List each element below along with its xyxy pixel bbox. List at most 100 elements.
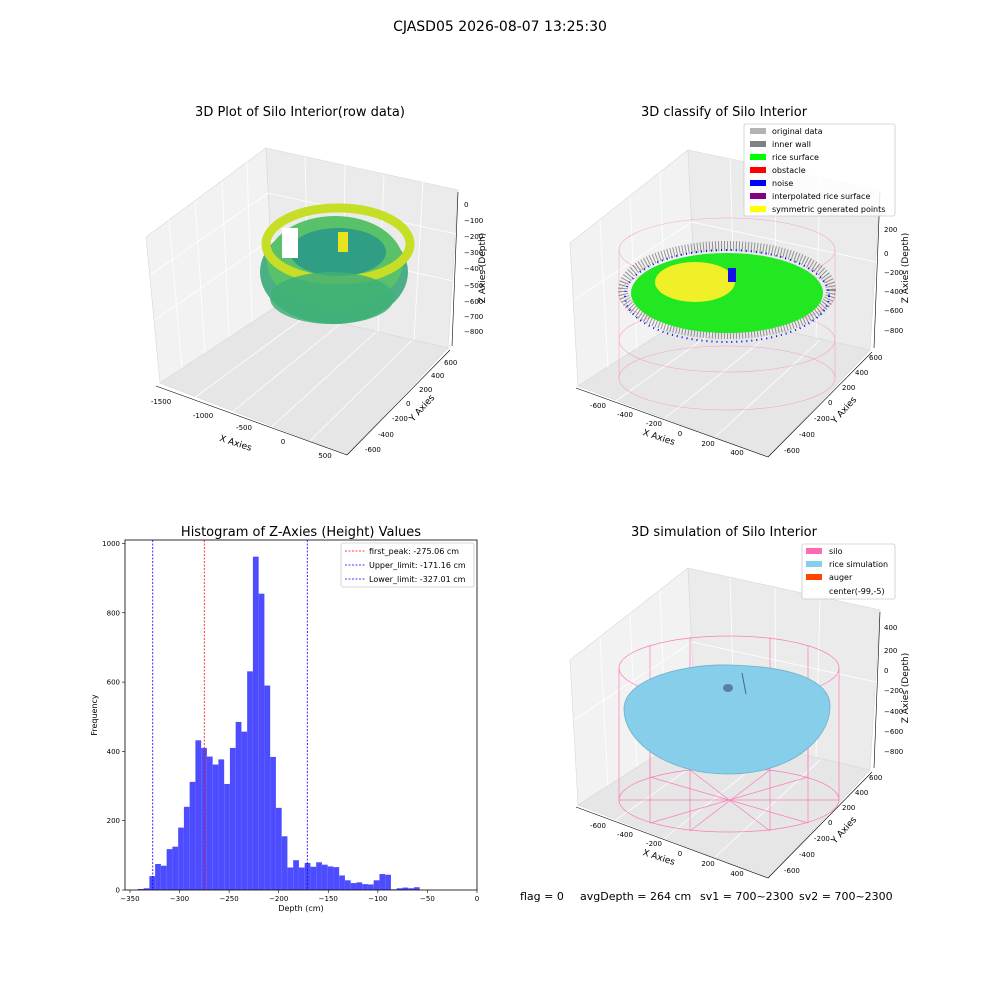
hist-bar — [350, 883, 357, 890]
sim-auger-line — [741, 672, 747, 695]
raw-z-tick: −500 — [464, 282, 483, 290]
hist-bar — [293, 860, 299, 890]
hist-bar — [270, 756, 276, 890]
hist-xticks: −350 −300 −250 −200 −150 −100 −50 0 — [120, 890, 479, 903]
hist-y-tick-label: 1000 — [102, 540, 120, 548]
hist-bar — [229, 747, 236, 890]
raw-point-cloud — [260, 203, 415, 324]
sim-z-tick: −800 — [884, 748, 903, 756]
hist-plot-area — [125, 540, 477, 890]
raw-y-tick: 400 — [431, 372, 444, 380]
hist-bar — [264, 685, 271, 890]
hist-bar — [258, 593, 265, 890]
hist-x-tick-label: −50 — [420, 895, 435, 903]
sim-grid-line — [599, 636, 609, 787]
legend-label-original-data: original data — [772, 127, 823, 136]
classify-x-label: X Axies — [641, 428, 676, 448]
hist-bar — [379, 874, 386, 890]
classify-floor-pane — [577, 310, 871, 458]
raw-x-tick: 0 — [281, 438, 285, 446]
sim-rice-surface — [623, 664, 831, 775]
classify-noise-ring — [624, 249, 830, 343]
raw-grid-line — [225, 323, 341, 418]
hist-x-tick-label: −250 — [219, 895, 238, 903]
raw-y-tick: 0 — [406, 400, 410, 408]
hist-bar — [327, 866, 334, 890]
classify-x-axis-line — [575, 387, 769, 458]
legend-swatch-noise — [750, 180, 766, 186]
classify-legend: original data inner wall rice surface ob… — [743, 123, 896, 217]
legend-label-symmetric: symmetric generated points — [772, 205, 885, 214]
classify-z-tick: −400 — [884, 288, 903, 296]
classify-x-tick: -400 — [617, 411, 633, 419]
classify-obstacle-blue — [728, 268, 736, 282]
raw-z-label: Z Axies (Depth) — [478, 233, 488, 304]
hist-y-tick-label: 0 — [116, 887, 120, 895]
classify-grid-line — [629, 196, 638, 350]
sim-y-tick: 0 — [828, 819, 832, 827]
sim-grid-line — [691, 641, 877, 683]
raw-z-axis-line — [451, 191, 459, 347]
legend-label-interpolated: interpolated rice surface — [772, 192, 870, 201]
sim-x-tick: -400 — [617, 831, 633, 839]
classify-y-tick: 600 — [869, 354, 882, 362]
hist-y-tick-label: 200 — [107, 817, 120, 825]
classify-grid-line — [711, 339, 821, 441]
raw-z-tick: −300 — [464, 249, 483, 257]
hist-legend: first_peak: -275.06 cm Upper_limit: -171… — [340, 542, 475, 588]
raw-z-tick: −700 — [464, 313, 483, 321]
legend-swatch-silo — [806, 548, 822, 554]
classify-grid-line — [691, 221, 877, 263]
raw-z-tick: −200 — [464, 233, 483, 241]
sim-x-tick: -200 — [646, 840, 662, 848]
hist-legend-label-upper: Upper_limit: -171.16 cm — [369, 561, 466, 570]
hist-bar — [155, 864, 161, 890]
classify-x-tick: -600 — [590, 402, 606, 410]
hist-y-tick-label: 600 — [107, 679, 120, 687]
raw-z-tick: −100 — [464, 217, 483, 225]
hist-bar — [212, 764, 219, 890]
hist-bars — [137, 556, 420, 890]
classify-x-tick: 0 — [678, 430, 682, 438]
classify-grid-line — [599, 219, 609, 369]
sim-rice-surface-shape — [623, 664, 831, 775]
sim-y-tick: 600 — [869, 774, 882, 782]
legend-label-noise: noise — [772, 179, 793, 188]
hist-legend-label-first-peak: first_peak: -275.06 cm — [369, 547, 459, 556]
hist-y-tick-label: 400 — [107, 748, 120, 756]
classify-z-tick: −800 — [884, 327, 903, 335]
hist-bar — [413, 887, 420, 890]
classify-z-tick: −600 — [884, 307, 903, 315]
sim-x-tick: -600 — [590, 822, 606, 830]
sim-legend-frame — [801, 543, 896, 600]
raw-x-label: X Axies — [218, 434, 253, 454]
hist-bar — [241, 731, 248, 890]
hist-bar — [160, 865, 167, 890]
classify-y-tick: 400 — [855, 369, 868, 377]
raw-grid-line — [246, 161, 253, 323]
legend-swatch-obstacle — [750, 167, 766, 173]
hist-bar — [189, 781, 196, 890]
legend-label-inner-wall: inner wall — [772, 140, 811, 149]
legend-swatch-inner-wall — [750, 141, 766, 147]
legend-swatch-symmetric — [750, 206, 766, 212]
sim-y-tick: 200 — [842, 804, 855, 812]
classify-point-cloud — [618, 241, 836, 343]
hist-bar — [281, 836, 288, 890]
panel-simulation-3d: 3D simulation of Silo Interior — [569, 525, 911, 879]
hist-bar — [252, 556, 259, 890]
classify-z-axis-line — [873, 191, 881, 349]
raw-z-tick: −600 — [464, 298, 483, 306]
legend-label-rice-surface: rice surface — [772, 153, 819, 162]
raw-z-tick: 0 — [464, 201, 468, 209]
raw-grid-line — [185, 315, 307, 405]
hist-bar — [344, 880, 351, 890]
classify-x-tick: 200 — [701, 440, 714, 448]
hist-x-tick-label: −200 — [269, 895, 288, 903]
sim-x-tick: 200 — [701, 860, 714, 868]
sim-y-tick: 400 — [855, 789, 868, 797]
legend-swatch-rice-simulation — [806, 561, 822, 567]
hist-legend-label-lower: Lower_limit: -327.01 cm — [369, 575, 466, 584]
raw-x-tick: -1000 — [193, 412, 213, 420]
panel-classify-3d: 3D classify of Silo Interior — [569, 105, 911, 458]
